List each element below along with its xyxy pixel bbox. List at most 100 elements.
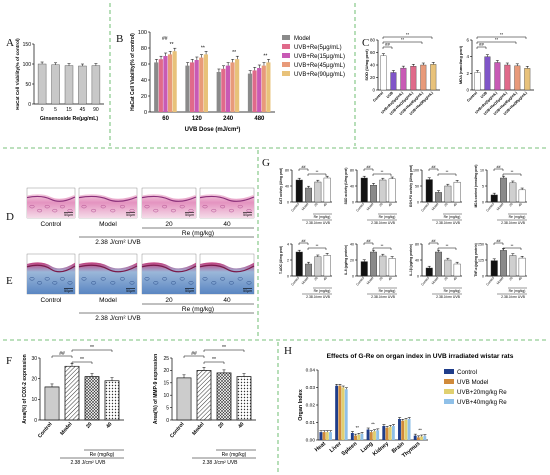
chart-b-sig-label: ** bbox=[263, 53, 267, 59]
chart-g-group-label: Re (mg/kg) bbox=[444, 289, 461, 293]
histo-e-scale-bar-label: 50μm bbox=[185, 289, 194, 293]
chart-g-sig-bracket bbox=[307, 247, 327, 250]
chart-h-bar bbox=[404, 419, 408, 440]
histo-e-follicle bbox=[110, 281, 116, 285]
chart-h-bar bbox=[322, 432, 326, 440]
chart-g-xtick-label: Model bbox=[366, 202, 375, 211]
chart-h-sig-label: ** bbox=[418, 428, 422, 433]
histo-d-label-40: 40 bbox=[223, 221, 231, 228]
chart-b-bar bbox=[154, 62, 159, 112]
histo-e-follicle bbox=[81, 277, 87, 281]
chart-g-y-label: SOD activity (U/mg prot) bbox=[344, 168, 348, 205]
chart-f-mmp9-group-label: Re (mg/kg) bbox=[222, 452, 247, 458]
chart-g-sig-label: ## bbox=[302, 239, 306, 243]
chart-g-sub-ytick-label: 5 bbox=[482, 184, 484, 188]
histo-d-follicle bbox=[246, 208, 252, 213]
chart-g-xtick-label: Model bbox=[366, 276, 375, 285]
chart-a-ytick-label: 50 bbox=[25, 82, 31, 88]
chart-a-x-label: Ginsenoside Re(μg/mL) bbox=[40, 116, 98, 122]
chart-g-sub-ytick-label: 80 bbox=[350, 168, 354, 172]
chart-h-bar bbox=[391, 426, 395, 440]
chart-g-bar bbox=[323, 254, 331, 277]
chart-g-sub-ytick-label: 0 bbox=[287, 200, 289, 204]
chart-f-mmp9-y-label: Area(%) of MMP-9 expression bbox=[153, 354, 159, 424]
histo-d-follicle bbox=[170, 208, 176, 213]
histo-e-label-40: 40 bbox=[223, 297, 231, 304]
chart-f-cox2-sig-bracket bbox=[71, 349, 113, 352]
chart-h-xtick-label: Heat bbox=[314, 441, 327, 453]
chart-b-xtick-label: 480 bbox=[254, 116, 265, 122]
chart-g-xtick-label: 20 bbox=[313, 276, 318, 281]
panel-letter-e: E bbox=[6, 275, 13, 287]
chart-c-mda-bar bbox=[514, 65, 521, 91]
chart-f-cox2-xtick-label: Control bbox=[37, 421, 54, 439]
histo-e-label-control: Control bbox=[41, 297, 63, 304]
chart-f-mmp9-ytick-label: 25 bbox=[163, 356, 169, 362]
chart-g-sub-ytick-label: 10 bbox=[480, 168, 484, 172]
chart-c-sod-bar bbox=[420, 64, 427, 91]
histo-d-label-20: 20 bbox=[165, 221, 173, 228]
chart-g-xtick-label: 20 bbox=[443, 276, 448, 281]
chart-h-bar bbox=[354, 435, 357, 440]
chart-g-sig-bracket bbox=[437, 173, 457, 176]
chart-b-bar bbox=[225, 65, 231, 112]
histo-d-follicle bbox=[52, 208, 58, 213]
chart-h-bar bbox=[382, 426, 386, 440]
chart-f-mmp9-sig-bracket bbox=[183, 355, 205, 358]
histo-e-label-20: 20 bbox=[165, 297, 173, 304]
chart-a-xtick-label: 45 bbox=[80, 107, 86, 113]
chart-g-y-label: IL-6 (pg/mg protein) bbox=[344, 245, 348, 275]
chart-g-sig-bracket bbox=[437, 247, 457, 250]
chart-f-cox2-ytick-label: 30 bbox=[31, 356, 37, 362]
chart-a-bar bbox=[51, 64, 60, 105]
histo-d-follicle bbox=[129, 208, 135, 213]
chart-g-sig-label: ** bbox=[316, 170, 319, 174]
chart-g-subchart: 0 40 80 Control Model 20 40 ## ** SOD activity (U… bbox=[344, 165, 397, 225]
histo-d-follicle bbox=[153, 208, 159, 213]
chart-g-bar bbox=[370, 184, 377, 203]
histo-e-follicle bbox=[220, 277, 226, 281]
chart-g-sig-bracket bbox=[363, 168, 374, 171]
panel-letter-d: D bbox=[6, 211, 14, 223]
chart-h-bar bbox=[325, 432, 329, 440]
histo-d-epidermis-line bbox=[26, 195, 76, 202]
histo-e-follicle bbox=[29, 277, 35, 281]
chart-g-subchart: 0 40 80 Control Model 20 40 ## ** CAT activity (U… bbox=[279, 165, 332, 225]
chart-c-sod-sig-bracket bbox=[382, 46, 393, 49]
chart-h-bar bbox=[416, 437, 420, 440]
chart-f-cox2-y-label: Area(%) of COX-2 expression bbox=[22, 354, 28, 423]
chart-f-mmp9-bar bbox=[236, 376, 252, 421]
chart-g-xtick-label: 40 bbox=[388, 202, 393, 207]
chart-h-bar bbox=[407, 419, 411, 440]
histo-e-follicle bbox=[129, 281, 135, 285]
chart-h-bar bbox=[338, 385, 342, 440]
chart-b-bar bbox=[194, 60, 199, 112]
chart-g-group-label: Re (mg/kg) bbox=[314, 289, 331, 293]
chart-b-legend-label: UVB+Re(90μg/mL) bbox=[294, 72, 345, 78]
chart-g-xtick-label: Control bbox=[485, 276, 495, 287]
chart-g-subchart: 0 40 80 Control Model 20 40 ## ** IL-1β (pg/mg pr… bbox=[409, 239, 462, 299]
chart-c-sod-bar bbox=[410, 66, 417, 91]
chart-g-uvb-label: 2.38 J/cm² UVB bbox=[371, 295, 395, 299]
chart-g-sig-label: ** bbox=[446, 244, 449, 248]
chart-g-uvb-label: 2.38 J/cm² UVB bbox=[306, 295, 330, 299]
chart-b-bar bbox=[172, 51, 177, 112]
chart-g-bar bbox=[444, 185, 452, 203]
chart-b-bar bbox=[167, 54, 173, 112]
chart-h-ytick-label: 0.03 bbox=[306, 385, 316, 391]
panel-letter-a: A bbox=[6, 37, 14, 49]
chart-b-bar bbox=[199, 57, 204, 112]
chart-g-xtick-label: Model bbox=[301, 202, 310, 211]
chart-g-group-label: Re (mg/kg) bbox=[379, 215, 396, 219]
histo-d-follicle bbox=[188, 208, 194, 213]
chart-b-bar bbox=[221, 68, 226, 112]
chart-g-sig-bracket bbox=[493, 242, 504, 245]
chart-g-sig-bracket bbox=[502, 247, 522, 250]
histo-d-follicle bbox=[59, 204, 65, 209]
chart-b-ytick-label: 0 bbox=[144, 110, 147, 116]
histo-e-follicle bbox=[179, 277, 185, 281]
histo-e-scale-bar-label: 50μm bbox=[64, 289, 73, 293]
chart-g-sig-label: ## bbox=[302, 165, 306, 169]
